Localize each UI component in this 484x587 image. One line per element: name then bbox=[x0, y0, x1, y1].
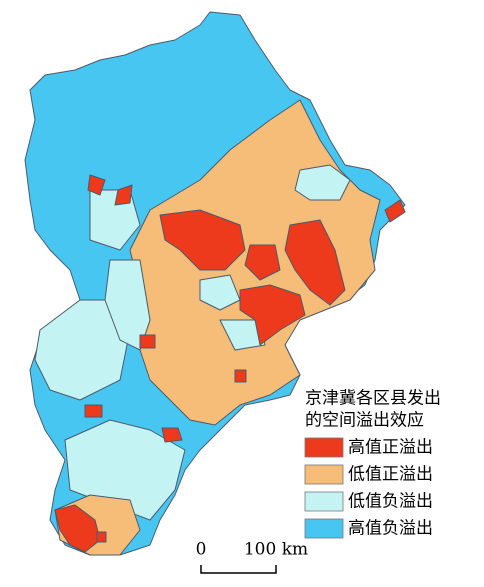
region bbox=[219, 319, 266, 351]
region bbox=[234, 369, 247, 383]
region bbox=[384, 199, 406, 223]
region bbox=[139, 334, 156, 349]
legend-title: 京津冀各区县发出 bbox=[305, 389, 441, 409]
region bbox=[294, 164, 351, 201]
region bbox=[87, 174, 106, 196]
legend-label: 低值负溢出 bbox=[348, 492, 433, 512]
region bbox=[159, 209, 246, 271]
legend-swatch bbox=[304, 518, 344, 539]
scale-label: 100 km bbox=[244, 540, 308, 560]
region bbox=[239, 284, 306, 346]
region bbox=[64, 419, 186, 521]
region bbox=[104, 259, 151, 351]
legend-label: 高值负溢出 bbox=[348, 519, 433, 539]
region bbox=[161, 427, 183, 443]
legend-title: 的空间溢出效应 bbox=[305, 411, 424, 431]
region bbox=[199, 274, 241, 311]
legend-swatch bbox=[304, 437, 344, 458]
legend-swatch bbox=[304, 491, 344, 512]
scale-label: 0 bbox=[196, 540, 207, 560]
legend-label: 高值正溢出 bbox=[348, 438, 433, 458]
region bbox=[284, 219, 346, 306]
region bbox=[244, 244, 281, 281]
legend-swatch bbox=[304, 464, 344, 485]
region bbox=[34, 299, 131, 401]
region bbox=[114, 184, 133, 206]
legend-label: 低值正溢出 bbox=[348, 465, 433, 485]
region bbox=[84, 404, 103, 418]
region bbox=[54, 504, 101, 553]
scale-line bbox=[200, 565, 277, 574]
scale-bar: 0 100 km bbox=[196, 540, 308, 574]
region bbox=[96, 531, 107, 543]
map-regions bbox=[24, 11, 406, 556]
